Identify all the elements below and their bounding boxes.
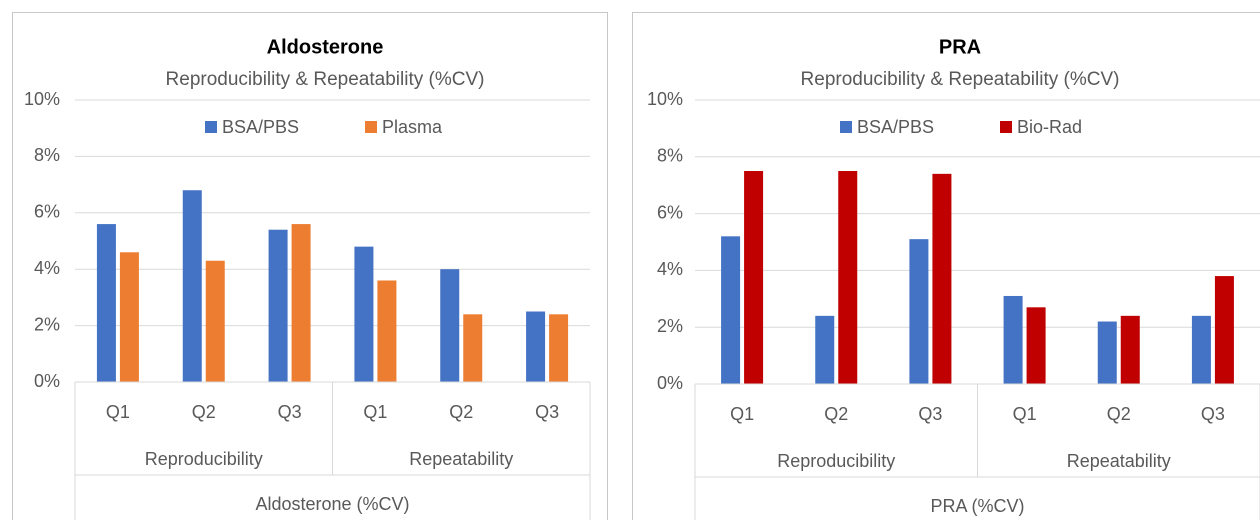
- x-tick-label: Q2: [1107, 404, 1131, 424]
- x-tick-label: Q2: [824, 404, 848, 424]
- chart-frame: [632, 12, 1260, 520]
- group-label: Repeatability: [1067, 451, 1171, 471]
- legend-label: BSA/PBS: [857, 117, 934, 137]
- bar: [377, 280, 397, 382]
- bar: [205, 260, 225, 382]
- y-tick-label: 6%: [657, 202, 683, 222]
- x-tick-label: Q3: [1201, 404, 1225, 424]
- bar: [182, 190, 202, 382]
- y-tick-label: 4%: [34, 258, 60, 278]
- bar: [354, 246, 374, 382]
- x-axis-title: Aldosterone (%CV): [255, 494, 409, 514]
- legend-swatch: [1000, 121, 1012, 133]
- bar: [721, 236, 741, 384]
- x-tick-label: Q1: [1013, 404, 1037, 424]
- x-tick-label: Q3: [918, 404, 942, 424]
- bar: [909, 239, 929, 384]
- y-tick-label: 0%: [34, 371, 60, 391]
- bar: [268, 229, 288, 382]
- y-tick-label: 8%: [34, 145, 60, 165]
- bar: [440, 269, 460, 382]
- bar: [463, 314, 483, 382]
- bar: [1214, 276, 1234, 384]
- x-tick-label: Q1: [730, 404, 754, 424]
- x-tick-label: Q3: [278, 402, 302, 422]
- legend-swatch: [840, 121, 852, 133]
- bar: [1097, 321, 1117, 384]
- group-label: Reproducibility: [145, 449, 263, 469]
- legend-swatch: [365, 121, 377, 133]
- y-tick-label: 10%: [24, 89, 60, 109]
- group-label: Reproducibility: [777, 451, 895, 471]
- y-tick-label: 2%: [657, 316, 683, 336]
- chart-subtitle: Reproducibility & Repeatability (%CV): [166, 69, 485, 90]
- y-tick-label: 10%: [647, 89, 683, 109]
- bar: [744, 171, 764, 384]
- y-tick-label: 8%: [657, 146, 683, 166]
- legend-label: Bio-Rad: [1017, 117, 1082, 137]
- x-tick-label: Q1: [106, 402, 130, 422]
- y-tick-label: 0%: [657, 373, 683, 393]
- x-tick-label: Q2: [449, 402, 473, 422]
- bar: [1120, 315, 1140, 384]
- chart-frame: [12, 12, 608, 520]
- x-axis-title: PRA (%CV): [930, 496, 1024, 516]
- bar: [838, 171, 858, 384]
- bar: [291, 224, 311, 382]
- legend-swatch: [205, 121, 217, 133]
- legend-label: BSA/PBS: [222, 117, 299, 137]
- chart-title: PRA: [939, 36, 981, 58]
- x-tick-label: Q1: [363, 402, 387, 422]
- bar: [549, 314, 569, 382]
- x-tick-label: Q3: [535, 402, 559, 422]
- group-label: Repeatability: [409, 449, 513, 469]
- chart-subtitle: Reproducibility & Repeatability (%CV): [801, 69, 1120, 90]
- bar: [1003, 295, 1023, 384]
- bar: [932, 173, 952, 384]
- bar: [96, 224, 116, 382]
- y-tick-label: 4%: [657, 259, 683, 279]
- bar: [1026, 307, 1046, 384]
- bar: [119, 252, 139, 382]
- bar: [815, 315, 835, 384]
- legend-label: Plasma: [382, 117, 443, 137]
- bar: [526, 311, 546, 382]
- chart-title: Aldosterone: [267, 36, 384, 58]
- y-tick-label: 2%: [34, 314, 60, 334]
- bar: [1191, 315, 1211, 384]
- y-tick-label: 6%: [34, 202, 60, 222]
- x-tick-label: Q2: [192, 402, 216, 422]
